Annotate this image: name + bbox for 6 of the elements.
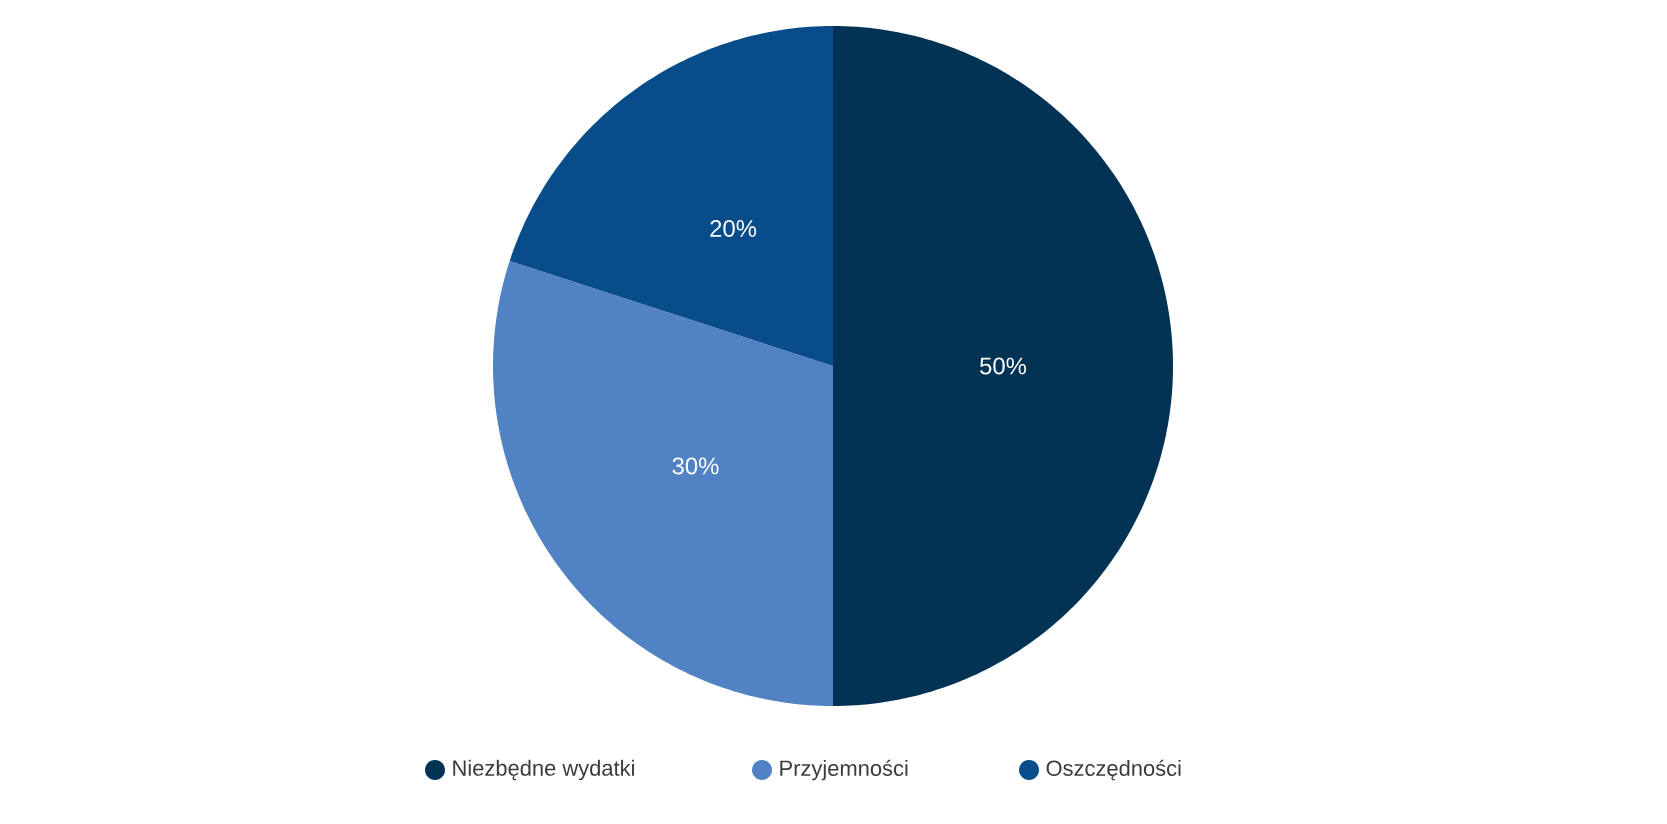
- data-label: 30%: [672, 457, 719, 475]
- legend-label: Oszczędności: [1046, 759, 1181, 781]
- legend-label: Przyjemności: [780, 759, 908, 781]
- data-label: 50%: [980, 357, 1027, 375]
- data-label: 20%: [710, 220, 757, 237]
- legend-label: Niezbędne wydatki: [453, 759, 634, 781]
